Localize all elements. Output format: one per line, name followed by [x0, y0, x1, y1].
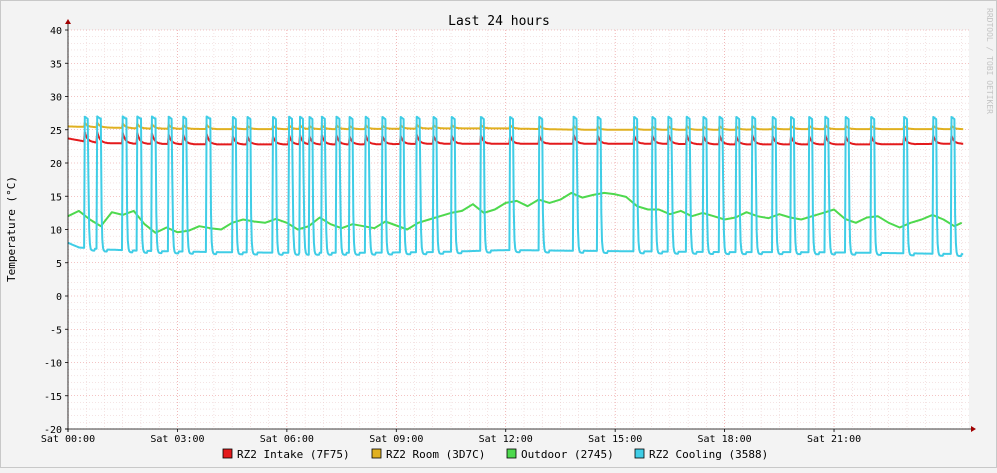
x-tick-label: Sat 06:00: [260, 434, 314, 445]
x-tick-label: Sat 03:00: [150, 434, 204, 445]
y-tick-labels: 40 35 30 25 20 15 10 5 0 -5 -10 -15 -20: [44, 26, 62, 436]
x-tick-label: Sat 12:00: [479, 434, 533, 445]
y-tick-label: 25: [50, 126, 62, 137]
y-axis-label: Temperature (°C): [5, 176, 18, 282]
series-line-1: [67, 121, 964, 131]
y-tick-label: 35: [50, 59, 62, 70]
y-tick-label: 20: [50, 159, 62, 170]
x-tick-label: Sat 09:00: [369, 434, 423, 445]
x-tick-label: Sat 21:00: [807, 434, 861, 445]
legend-swatch-1: [371, 448, 382, 459]
y-tick-label: -15: [44, 392, 62, 403]
legend-swatch-2: [506, 448, 517, 459]
y-axis-arrow: [65, 19, 71, 24]
series-line-2: [67, 191, 963, 234]
y-tick-label: 5: [56, 259, 62, 270]
x-tick-label: Sat 18:00: [698, 434, 752, 445]
series-lines: [67, 115, 964, 258]
x-tick-label: Sat 00:00: [41, 434, 95, 445]
x-tick-labels: Sat 00:00 Sat 03:00 Sat 06:00 Sat 09:00 Sat …: [41, 434, 861, 445]
watermark: RRDTOOL / TOBI OETIKER: [985, 8, 994, 114]
chart-title: Last 24 hours: [448, 14, 550, 29]
x-axis-arrow: [971, 426, 976, 432]
y-tick-label: 10: [50, 226, 62, 237]
legend-label-3: RZ2 Cooling (3588): [649, 448, 768, 461]
y-tick-label: -10: [44, 359, 62, 370]
y-tick-label: 40: [50, 26, 62, 37]
y-tick-label: 15: [50, 192, 62, 203]
series-line-3: [67, 115, 964, 258]
y-tick-label: -5: [50, 325, 62, 336]
axes: [65, 19, 976, 432]
legend-label-2: Outdoor (2745): [521, 448, 614, 461]
x-tick-label: Sat 15:00: [588, 434, 642, 445]
legend-label-0: RZ2 Intake (7F75): [237, 448, 350, 461]
y-tick-label: 0: [56, 292, 62, 303]
y-tick-label: -20: [44, 425, 62, 436]
legend: RZ2 Intake (7F75) RZ2 Room (3D7C) Outdoor …: [222, 448, 768, 461]
legend-swatch-3: [634, 448, 645, 459]
legend-label-1: RZ2 Room (3D7C): [386, 448, 485, 461]
legend-swatch-0: [222, 448, 233, 459]
y-tick-label: 30: [50, 93, 62, 104]
series-line-0: [67, 130, 964, 146]
